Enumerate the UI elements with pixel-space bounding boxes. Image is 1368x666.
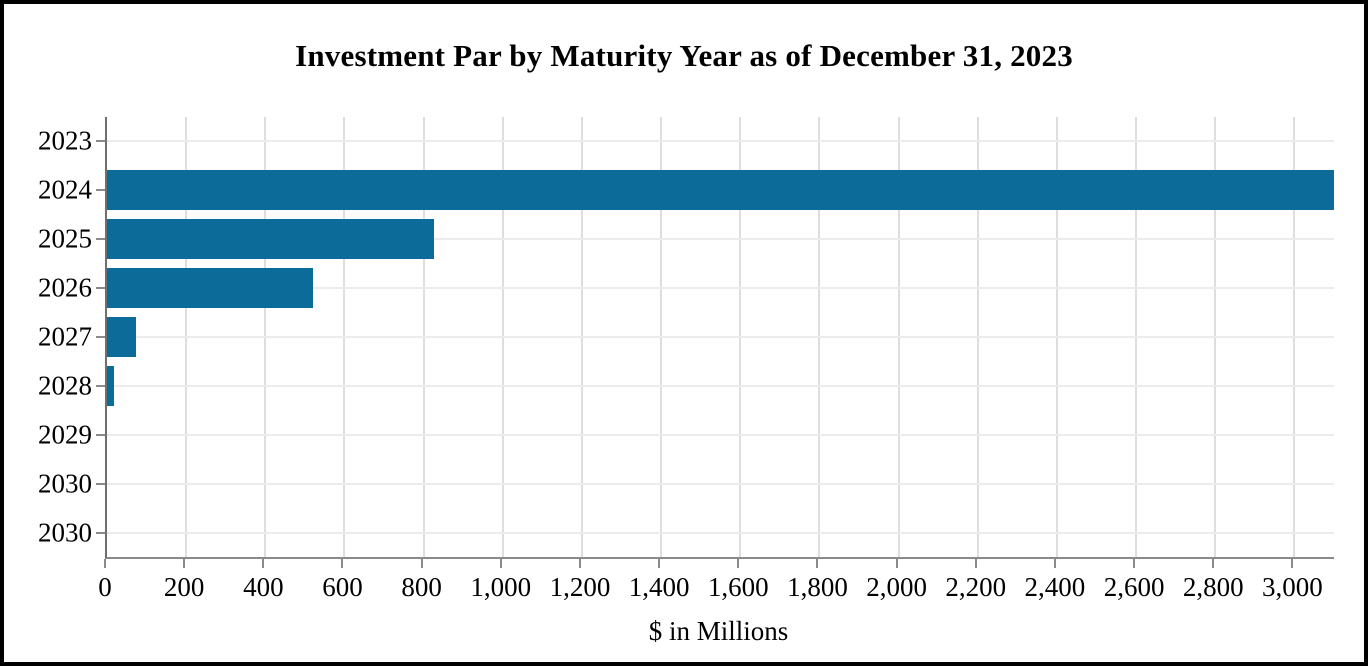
x-tick	[499, 559, 502, 568]
x-tick-label: 1,600	[707, 572, 769, 602]
x-tick-label: 2,400	[1024, 572, 1086, 602]
y-gridline	[107, 433, 1334, 436]
chart-title: Investment Par by Maturity Year as of De…	[295, 38, 1073, 73]
y-tick	[96, 531, 105, 534]
y-gridline	[107, 531, 1334, 534]
y-tick	[96, 189, 105, 192]
x-tick-label: 200	[163, 572, 205, 602]
x-tick	[578, 559, 581, 568]
x-tick	[104, 559, 106, 568]
x-tick-label: 400	[243, 572, 284, 602]
bar-2024	[107, 170, 1334, 211]
y-gridline	[107, 482, 1334, 485]
x-tick-label: 3,000	[1262, 572, 1323, 602]
x-tick-label: 0	[98, 572, 112, 602]
x-tick	[420, 559, 423, 568]
bar-2026	[107, 268, 313, 309]
y-axis-label-2029: 2029	[38, 419, 92, 450]
y-tick	[96, 287, 105, 290]
x-tick-label: 2,600	[1103, 572, 1165, 602]
y-gridline	[107, 384, 1334, 387]
x-tick	[1212, 559, 1215, 568]
x-tick	[658, 559, 661, 568]
x-tick-label: 600	[322, 572, 363, 602]
x-tick-label: 2,200	[945, 572, 1007, 602]
x-tick	[816, 559, 819, 568]
x-tick-label: 1,800	[787, 572, 848, 602]
y-axis-label-2028: 2028	[38, 370, 92, 401]
x-axis-ticks	[104, 559, 1332, 568]
x-tick	[1291, 559, 1294, 568]
y-axis-label-2030: 2030	[38, 517, 92, 548]
x-tick	[183, 559, 186, 568]
x-tick-label: 1,400	[628, 572, 690, 602]
x-tick-label: 1,000	[470, 572, 532, 602]
bar-2027	[107, 317, 136, 357]
x-tick	[341, 559, 344, 568]
x-tick	[1053, 559, 1056, 568]
x-tick-label: 1,200	[549, 572, 611, 602]
x-tick	[1133, 559, 1136, 568]
y-axis-label-2024: 2024	[38, 174, 92, 205]
y-gridline	[107, 238, 1334, 241]
y-gridline	[107, 287, 1334, 290]
y-tick	[96, 238, 105, 241]
y-axis-label-2030: 2030	[38, 468, 92, 499]
x-tick-label: 800	[401, 572, 442, 602]
bar-2028	[107, 365, 115, 406]
y-tick	[96, 384, 105, 387]
x-tick	[737, 559, 740, 568]
y-tick	[96, 433, 105, 436]
x-tick-label: 2,800	[1182, 572, 1244, 602]
y-axis-label-2025: 2025	[38, 223, 92, 254]
x-tick	[974, 559, 977, 568]
y-tick	[96, 140, 105, 143]
x-axis-title: $ in Millions	[648, 616, 789, 646]
y-tick	[96, 336, 105, 338]
y-axis-label-2026: 2026	[38, 272, 92, 303]
y-axis-label-2023: 2023	[38, 125, 92, 156]
x-tick	[262, 559, 265, 568]
x-tick	[895, 559, 898, 568]
y-axis-label-2027: 2027	[38, 321, 92, 352]
y-gridline	[107, 140, 1334, 143]
y-axis-labels: 2023 2024 2025 2026 2027 2028 2029 2030 2030	[4, 117, 92, 557]
x-axis-tick-labels: 0 200 400 600 800 1,000 1,200 1,400 1,600 1,800 2,…	[98, 572, 1332, 604]
y-gridline	[107, 336, 1334, 338]
plot-area	[96, 117, 1334, 559]
y-tick	[96, 482, 105, 485]
bar-2025	[107, 219, 434, 260]
x-tick-label: 2,000	[866, 572, 927, 602]
